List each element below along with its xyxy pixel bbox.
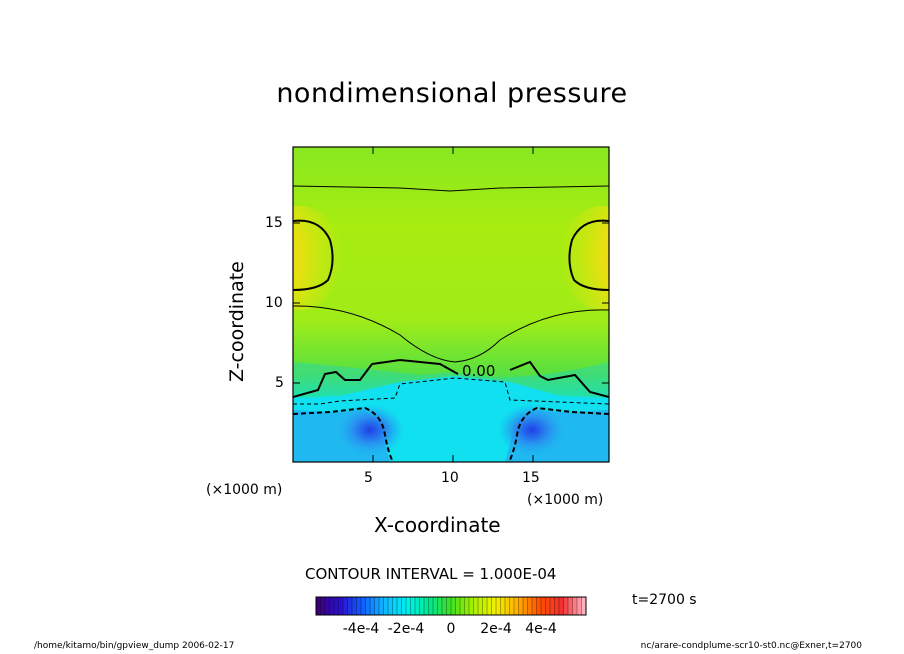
colorbar (316, 597, 587, 615)
colorbar-swatch (572, 597, 578, 615)
colorbar-swatch (370, 597, 375, 615)
colorbar-swatch (320, 597, 326, 615)
colorbar-swatch (496, 597, 501, 615)
colorbar-swatch (374, 597, 380, 615)
axis-ticks (293, 147, 609, 462)
colorbar-swatch (536, 597, 542, 615)
colorbar-tick-label: 2e-4 (480, 621, 512, 637)
y-tick-label: 10 (265, 295, 283, 311)
colorbar-swatch (329, 597, 335, 615)
colorbar-swatch (581, 597, 587, 615)
colorbar-swatch (554, 597, 560, 615)
contour-label: 0.00 (462, 362, 495, 380)
colorbar-swatch (482, 597, 488, 615)
colorbar-swatch (523, 597, 528, 615)
colorbar-swatch (316, 597, 321, 615)
colorbar-tick-label: -2e-4 (387, 621, 425, 637)
colorbar-swatch (527, 597, 533, 615)
colorbar-swatch (397, 597, 402, 615)
colorbar-tick-label: 4e-4 (525, 621, 557, 637)
heatmap-field (293, 147, 609, 462)
colorbar-swatch (343, 597, 348, 615)
colorbar-swatch (478, 597, 483, 615)
colorbar-tick-label: -4e-4 (342, 621, 380, 637)
colorbar-swatch (532, 597, 537, 615)
colorbar-swatch (361, 597, 366, 615)
colorbar-swatch (469, 597, 474, 615)
colorbar-swatch (505, 597, 510, 615)
x-tick-label: 15 (522, 470, 540, 486)
colorbar-swatch (424, 597, 429, 615)
colorbar-swatch (347, 597, 353, 615)
colorbar-swatch (401, 597, 407, 615)
colorbar-swatch (473, 597, 479, 615)
colorbar-swatch (563, 597, 569, 615)
colorbar-swatch (518, 597, 524, 615)
colorbar-swatch (415, 597, 420, 615)
colorbar-swatch (514, 597, 519, 615)
colorbar-swatch (491, 597, 497, 615)
colorbar-swatch (541, 597, 546, 615)
x-tick-label: 10 (441, 470, 459, 486)
colorbar-swatch (446, 597, 452, 615)
contour-lines (293, 185, 609, 462)
colorbar-swatch (410, 597, 416, 615)
colorbar-swatch (406, 597, 411, 615)
colorbar-swatch (577, 597, 582, 615)
colorbar-swatch (388, 597, 393, 615)
colorbar-swatch (433, 597, 438, 615)
colorbar-swatch (550, 597, 555, 615)
plot-frame (292, 146, 610, 463)
colorbar-swatch (383, 597, 389, 615)
colorbar-swatch (464, 597, 470, 615)
y-tick-label: 15 (265, 215, 283, 231)
colorbar-swatch (487, 597, 492, 615)
y-tick-label: 5 (275, 375, 284, 391)
x-axis-label: X-coordinate (374, 513, 501, 537)
colorbar-frame (315, 596, 587, 616)
colorbar-swatch (379, 597, 384, 615)
x-tick-label: 5 (364, 470, 373, 486)
footer-source-path: /home/kitamo/bin/gpview_dump 2006-02-17 (34, 641, 235, 651)
colorbar-swatch (500, 597, 506, 615)
time-label: t=2700 s (632, 592, 697, 608)
y-axis-unit: (×1000 m) (206, 482, 283, 498)
colorbar-swatch (545, 597, 551, 615)
colorbar-swatch (442, 597, 447, 615)
colorbar-swatch (334, 597, 339, 615)
footer-file-info: nc/arare-condplume-scr10-st0.nc@Exner,t=… (640, 641, 862, 651)
colorbar-swatch (392, 597, 398, 615)
colorbar-swatch (352, 597, 357, 615)
colorbar-swatch (428, 597, 434, 615)
colorbar-swatch (325, 597, 330, 615)
colorbar-swatch (509, 597, 515, 615)
colorbar-swatch (568, 597, 573, 615)
colorbar-swatch (365, 597, 371, 615)
colorbar-swatch (460, 597, 465, 615)
colorbar-swatch (356, 597, 362, 615)
colorbar-swatch (451, 597, 456, 615)
colorbar-swatch (559, 597, 564, 615)
colorbar-swatch (437, 597, 443, 615)
colorbar-swatch (455, 597, 461, 615)
colorbar-swatch (419, 597, 425, 615)
colorbar-swatch (338, 597, 344, 615)
chart-title: nondimensional pressure (276, 78, 628, 109)
x-axis-unit: (×1000 m) (527, 492, 604, 508)
contour-interval-text: CONTOUR INTERVAL = 1.000E-04 (305, 565, 557, 583)
colorbar-tick-label: 0 (446, 621, 456, 637)
